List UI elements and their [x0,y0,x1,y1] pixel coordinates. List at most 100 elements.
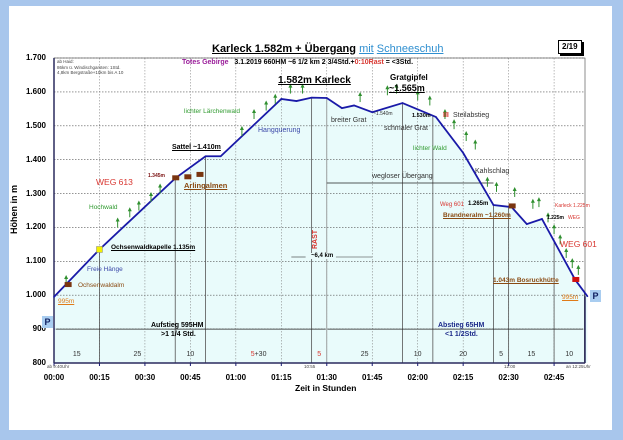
profile-point [280,98,283,100]
time-mid: 12:00 [504,364,516,369]
profile-point [353,104,355,107]
ochsenwaldalm-label: Ochsenwaldalm [78,282,125,289]
y-tick-label: 1.600 [25,86,46,96]
title-tool[interactable]: Schneeschuh [376,43,444,55]
tree-icon [536,197,541,202]
tree-icon [394,83,399,88]
weg601-label: WEG 601 [560,239,597,249]
tree-icon [576,264,581,269]
hut-icon [172,175,180,181]
profile-point [341,107,343,109]
kapelle-label: Ochsenwaldkapelle 1.135m [111,244,196,251]
segment-duration: 15 [527,351,536,358]
elev-1225: 1.225m [547,215,564,221]
light-forest-label: lichter Wald [413,145,447,152]
pathless-label: wegloser Übergang [372,173,433,180]
x-axis-label: Zeit in Stunden [295,383,357,393]
profile-point [541,218,543,220]
time-rast: 10:55 [304,364,316,369]
hut-icon [184,174,192,180]
tree-icon [300,83,305,88]
segment-duration: 5+30 [250,351,267,358]
arlingalmen-label: Arlingalmen [184,181,228,190]
segment-duration: 5 [499,351,503,358]
tree-icon [570,258,575,263]
free-slopes-label: Freie Hänge [87,266,123,273]
note-line: 86km ü. Windischgarsten: 1Std. [57,64,121,70]
tree-icon [64,275,69,280]
time-end: an 12:25Uhr [566,364,591,369]
note-line: ab Haid: [57,59,74,64]
profile-point [435,116,437,118]
segment-duration: 10 [186,351,195,358]
profile-point [295,100,298,102]
tree-icon [552,224,557,229]
hut-icon [64,282,72,288]
y-tick-label: 1.300 [25,188,46,198]
total-time: = <3Std. [383,59,414,66]
brandneralm-label: Brandneralm ~1.260m [443,212,511,219]
note: ab Haid: 86km ü. Windischgarsten: 1Std. … [57,59,123,76]
chart-title: Karleck 1.582m + Übergang mit Schneeschu… [212,44,443,55]
chapel-icon [96,246,103,253]
y-tick-label: 1.700 [25,53,46,62]
stats: 3.1.2019 660HM ~6 1/2 km 2 3/4Std.+ [234,59,355,66]
ascent-label: Aufstieg 595HM [151,322,204,329]
tree-icon [136,200,141,205]
x-tick-label: 00:45 [180,373,201,382]
karleck-sign-label: Karleck 1.225m [555,203,590,209]
profile-point [325,97,328,99]
x-tick-label: 01:30 [316,373,337,382]
profile-point [492,204,495,206]
profile-point [462,152,464,154]
title-main: Karleck 1.582m + Übergang [212,43,356,55]
tree-icon [494,181,499,186]
segment-duration: 20 [459,351,468,358]
profile-point [310,96,313,99]
segment-duration: 25 [360,351,369,358]
tree-icon [452,119,457,124]
region: Totes Gebirge [182,59,229,66]
x-tick-label: 02:00 [407,373,428,382]
tree-icon [564,247,569,252]
y-tick-label: 1.100 [25,256,46,266]
hochwald-label: Hochwald [89,204,118,211]
tree-icon [546,212,551,217]
rast-time: 0:10Rast [354,59,384,66]
hut-icon [508,203,516,209]
elev-1345: 1.345m [148,173,165,179]
y-tick-label: 800 [32,358,46,367]
bosruck-label: 1.043m Bosruckhütte [493,277,559,284]
profile-point [586,295,589,298]
descent-time: <1 1/2Std. [445,331,478,338]
profile-point [401,102,404,104]
tree-icon [464,131,469,136]
ridge-peak-elev: ~1.565m [389,83,425,93]
tree-icon [485,176,490,181]
profile-point [526,223,528,225]
hut-icon [196,171,204,177]
x-tick-label: 00:30 [134,373,156,382]
weg601-small-label: Weg 601 [440,202,464,208]
profile-point [371,111,374,114]
weg-small-label: WEG [568,215,580,221]
x-tick-label: 01:15 [271,373,292,382]
tree-icon [530,198,535,203]
segment-duration: 15 [72,351,81,358]
narrow-ridge-label: schmaler Grat [384,125,428,132]
tree-icon [127,207,132,212]
saddle-label: Sattel ~1.410m [172,144,221,151]
tree-icon [158,183,163,188]
elev-1540: ~1.540m [373,111,393,117]
profile-fill [54,97,588,364]
steep-grade: III [443,112,449,119]
tree-icon [427,95,432,100]
x-tick-label: 02:15 [452,373,474,382]
profile-point [219,155,222,158]
plot-frame [53,57,586,364]
tree-icon [239,125,244,130]
x-tick-label: 02:30 [498,373,519,382]
tree-icon [558,234,563,239]
title-mit[interactable]: mit [359,43,374,55]
